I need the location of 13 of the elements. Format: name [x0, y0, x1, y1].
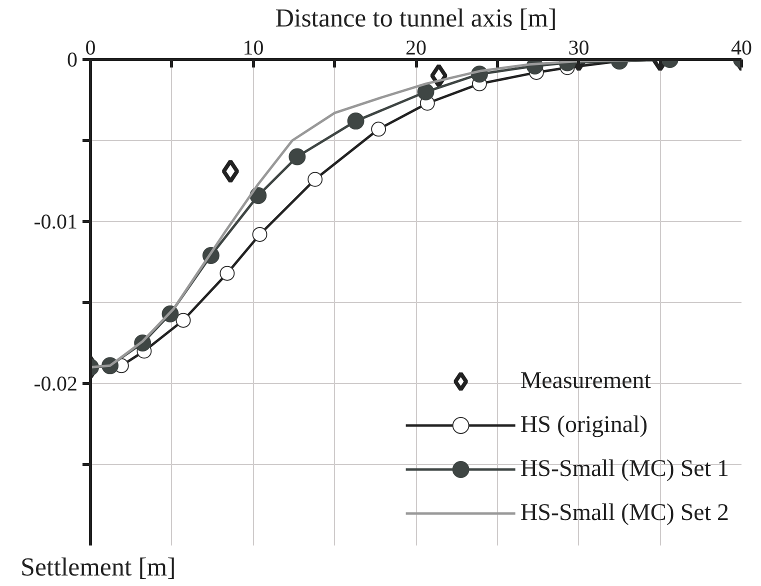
legend-label: Measurement — [520, 368, 651, 394]
x-tick-label: 0 — [85, 36, 96, 60]
legend-label: HS-Small (MC) Set 1 — [520, 456, 729, 482]
x-tick-label: 30 — [568, 36, 590, 60]
x-tick-label: 20 — [406, 36, 426, 60]
legend-label: HS (original) — [520, 412, 648, 438]
x-axis-title: Distance to tunnel axis [m] — [275, 4, 557, 32]
x-tick-label: 40 — [731, 36, 752, 60]
x-tick-label: 10 — [242, 36, 264, 60]
y-tick-label: -0.02 — [34, 372, 78, 396]
y-axis-title: Settlement [m] — [20, 552, 176, 582]
legend-label: HS-Small (MC) Set 2 — [520, 500, 729, 526]
y-tick-label: -0.01 — [34, 210, 78, 234]
